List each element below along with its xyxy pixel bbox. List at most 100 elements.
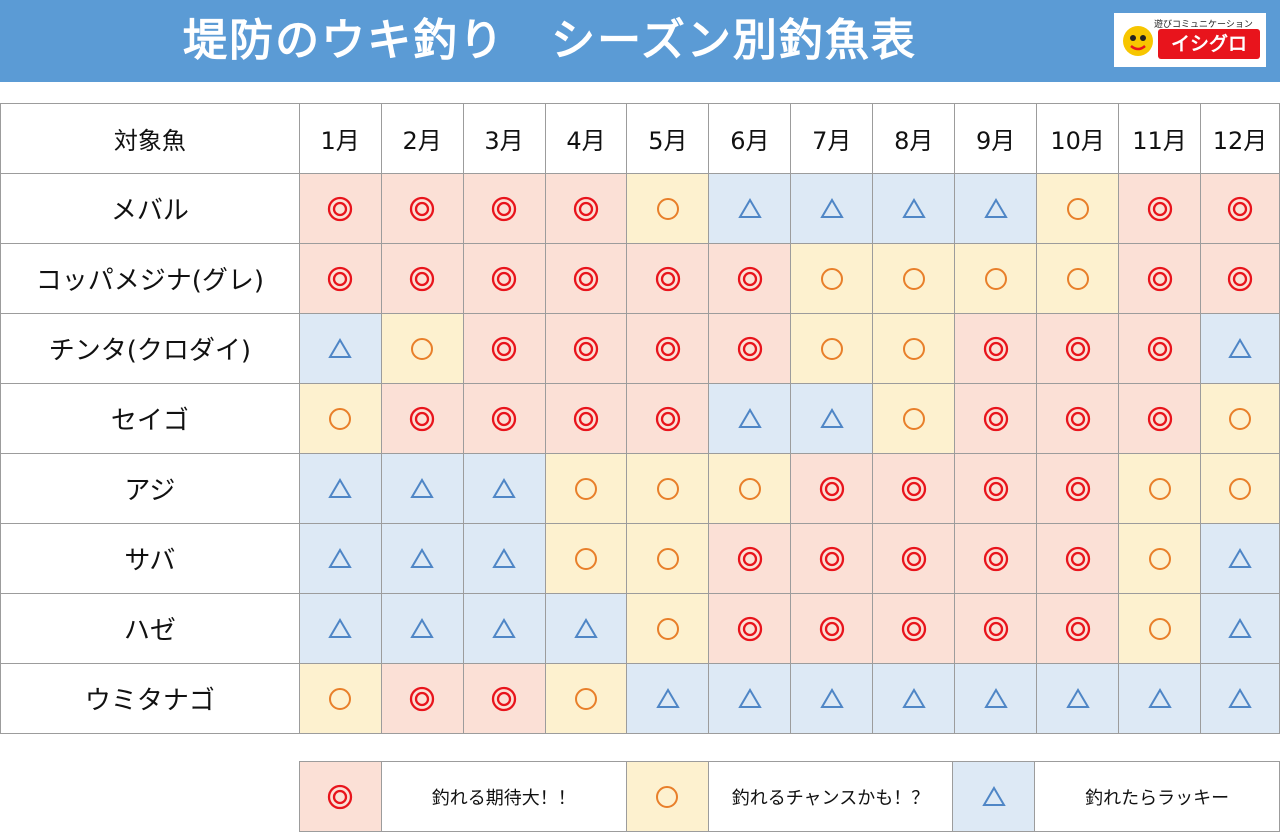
season-cell <box>544 383 628 454</box>
season-cell <box>708 243 792 314</box>
season-cell <box>1200 663 1280 734</box>
season-cell <box>872 453 956 524</box>
season-cell <box>380 453 464 524</box>
double-circle-icon <box>983 476 1008 501</box>
double-circle-icon <box>1227 196 1253 221</box>
triangle-icon <box>738 407 762 428</box>
double-circle-icon <box>573 266 599 291</box>
fish-name: メバル <box>0 173 300 244</box>
triangle-icon <box>1228 337 1252 358</box>
season-cell <box>790 593 874 664</box>
season-cell <box>380 173 464 244</box>
season-cell <box>1036 383 1120 454</box>
fish-column-header: 対象魚 <box>0 103 300 174</box>
season-cell <box>544 313 628 384</box>
circle-icon <box>656 785 679 808</box>
season-cell <box>708 663 792 734</box>
season-cell <box>1200 383 1280 454</box>
header-row: 対象魚 1月 2月 3月 4月 5月 6月 7月 8月 9月 10月 11月 12月 <box>0 103 1280 174</box>
season-cell <box>626 383 710 454</box>
fish-name: ウミタナゴ <box>0 663 300 734</box>
season-cell <box>954 383 1038 454</box>
season-cell <box>1118 663 1202 734</box>
page-title: 堤防のウキ釣り シーズン別釣魚表 <box>183 15 917 66</box>
circle-icon <box>574 477 597 500</box>
circle-icon <box>574 687 597 710</box>
season-cell <box>1118 173 1202 244</box>
triangle-icon <box>492 477 516 498</box>
season-cell <box>790 173 874 244</box>
season-cell <box>626 593 710 664</box>
season-cell <box>298 243 382 314</box>
double-circle-icon <box>328 784 353 809</box>
table-body: メバル コッパメジナ(グレ) チンタ(クロダイ) セイゴ アジ サバ ハゼ ウミタナゴ <box>0 173 1280 734</box>
fish-name: チンタ(クロダイ) <box>0 313 300 384</box>
double-circle-icon <box>655 266 681 291</box>
legend-label: 釣れたらラッキー <box>1034 761 1280 832</box>
double-circle-icon <box>983 336 1008 361</box>
season-cell <box>1200 313 1280 384</box>
table-row: サバ <box>0 523 1280 594</box>
month-header: 8月 <box>872 103 956 174</box>
circle-icon <box>820 267 843 290</box>
season-cell <box>1118 313 1202 384</box>
season-cell <box>954 173 1038 244</box>
season-cell <box>872 383 956 454</box>
season-cell <box>790 523 874 594</box>
season-table: 対象魚 1月 2月 3月 4月 5月 6月 7月 8月 9月 10月 11月 12月 メバル コッパメジ… <box>0 103 1280 734</box>
circle-icon <box>656 617 679 640</box>
double-circle-icon <box>1065 546 1090 571</box>
season-cell <box>626 663 710 734</box>
season-cell <box>708 313 792 384</box>
circle-icon <box>902 267 925 290</box>
season-cell <box>1036 663 1120 734</box>
double-circle-icon <box>983 546 1008 571</box>
season-cell <box>462 313 546 384</box>
season-cell <box>1036 523 1120 594</box>
triangle-icon <box>492 547 516 568</box>
title-banner: 堤防のウキ釣り シーズン別釣魚表 遊びコミュニケーション イシグロ <box>0 0 1280 82</box>
triangle-icon <box>820 407 844 428</box>
season-cell <box>544 243 628 314</box>
season-cell <box>954 663 1038 734</box>
fish-name: セイゴ <box>0 383 300 454</box>
season-cell <box>954 453 1038 524</box>
season-cell <box>298 523 382 594</box>
double-circle-icon <box>1147 336 1172 361</box>
triangle-icon <box>1228 617 1252 638</box>
month-header: 10月 <box>1036 103 1120 174</box>
store-logo: 遊びコミュニケーション イシグロ <box>1114 13 1266 67</box>
triangle-icon <box>738 687 762 708</box>
season-cell <box>1200 453 1280 524</box>
season-cell <box>1118 523 1202 594</box>
season-cell <box>380 663 464 734</box>
circle-icon <box>411 337 434 360</box>
circle-icon <box>1066 267 1089 290</box>
circle-icon <box>984 267 1007 290</box>
circle-icon <box>656 197 679 220</box>
legend-symbol <box>625 761 709 832</box>
double-circle-icon <box>1065 476 1090 501</box>
season-cell <box>462 663 546 734</box>
circle-icon <box>656 477 679 500</box>
double-circle-icon <box>983 406 1008 431</box>
double-circle-icon <box>328 196 353 221</box>
season-cell <box>544 453 628 524</box>
triangle-icon <box>820 687 844 708</box>
season-cell <box>462 243 546 314</box>
double-circle-icon <box>655 406 681 431</box>
season-cell <box>790 453 874 524</box>
circle-icon <box>1148 477 1171 500</box>
double-circle-icon <box>491 266 517 291</box>
triangle-icon <box>656 687 680 708</box>
season-cell <box>1200 523 1280 594</box>
double-circle-icon <box>737 616 763 641</box>
season-cell <box>1200 173 1280 244</box>
circle-icon <box>902 407 925 430</box>
season-cell <box>872 663 956 734</box>
season-cell <box>708 523 792 594</box>
fish-name: アジ <box>0 453 300 524</box>
double-circle-icon <box>901 616 926 641</box>
season-cell <box>380 593 464 664</box>
double-circle-icon <box>491 196 517 221</box>
